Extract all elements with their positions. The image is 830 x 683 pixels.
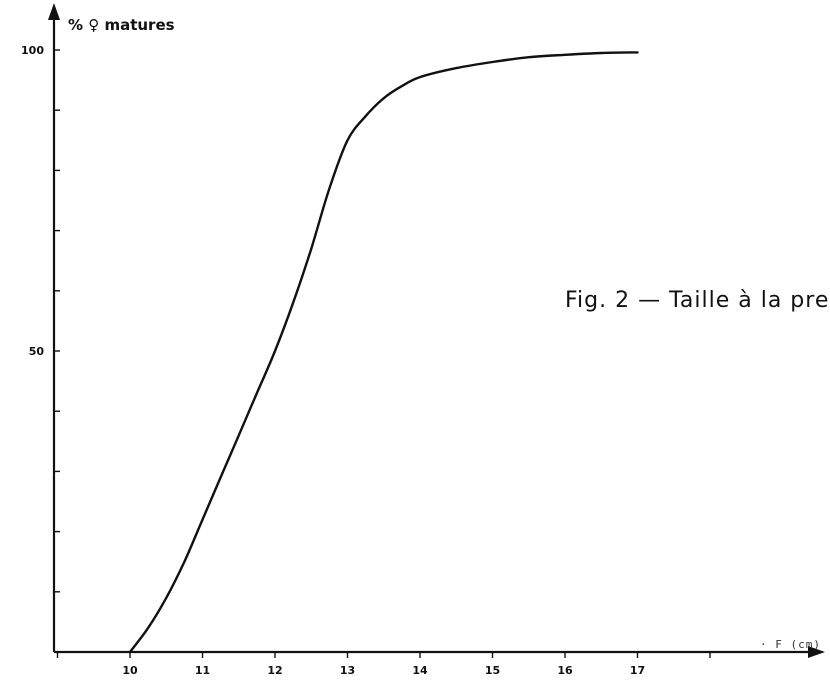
x-tick-label-13: 13 <box>340 664 355 677</box>
y-ticks: 50 100 <box>21 44 60 593</box>
x-tick-label-11: 11 <box>195 664 210 677</box>
x-tick-label-15: 15 <box>485 664 500 677</box>
y-axis-arrow <box>48 3 60 20</box>
series-layer <box>128 51 639 654</box>
figure-caption: Fig. 2 — Taille à la pre <box>565 288 829 313</box>
y-tick-label-100: 100 <box>21 44 44 57</box>
x-tick-label-12: 12 <box>267 664 282 677</box>
x-tick-label-14: 14 <box>412 664 428 677</box>
x-ticks: 10 11 12 13 14 15 16 17 <box>56 652 711 677</box>
y-tick-label-50: 50 <box>29 345 45 358</box>
x-axis-arrow <box>808 646 825 658</box>
series-line-0 <box>128 51 639 654</box>
y-axis-label: % ♀ matures <box>68 16 175 34</box>
x-axis-label: · F (cm) <box>760 638 821 651</box>
x-tick-label-10: 10 <box>122 664 138 677</box>
x-tick-label-17: 17 <box>630 664 645 677</box>
x-tick-label-16: 16 <box>557 664 573 677</box>
